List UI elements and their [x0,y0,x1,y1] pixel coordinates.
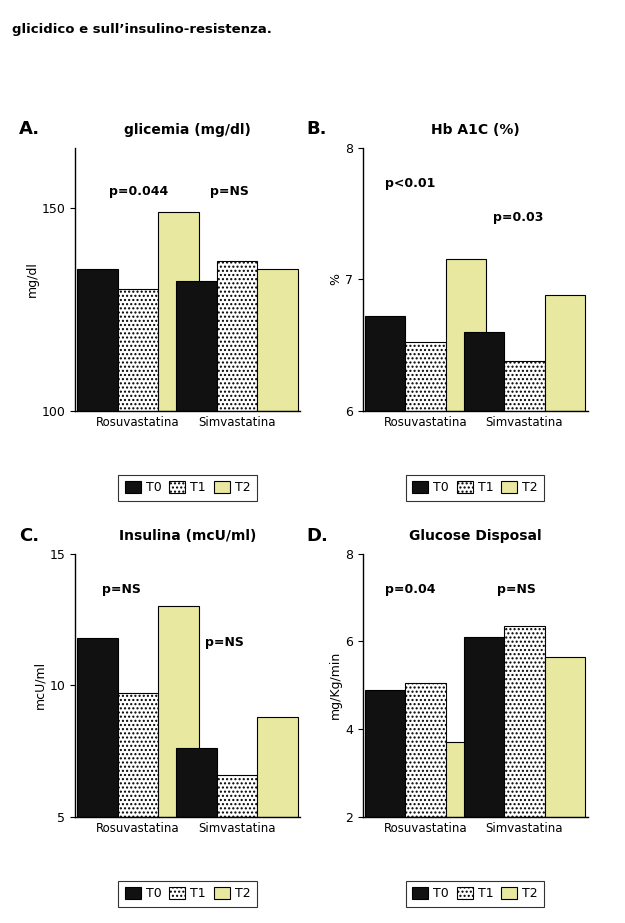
Bar [78,638,118,817]
Text: p=0.044: p=0.044 [109,185,168,198]
Bar [176,282,217,411]
Bar [258,270,298,411]
Bar [158,606,199,817]
Title: Hb A1C (%): Hb A1C (%) [431,123,519,137]
Bar [118,289,158,411]
Bar [446,259,486,411]
Title: Insulina (mcU/ml): Insulina (mcU/ml) [119,529,256,543]
Bar [464,332,504,411]
Bar [258,717,298,817]
Text: p=NS: p=NS [210,185,249,198]
Bar [158,212,199,411]
Text: p<0.01: p<0.01 [385,177,436,190]
Bar [405,342,446,411]
Text: p=NS: p=NS [498,583,536,596]
Text: p=NS: p=NS [206,636,244,649]
Bar [545,295,585,411]
Bar [446,742,486,817]
Text: glicidico e sull’insulino-resistenza.: glicidico e sull’insulino-resistenza. [12,23,272,36]
Bar [504,361,545,411]
Bar [217,774,258,817]
Text: p=0.04: p=0.04 [385,583,436,596]
Legend: T0, T1, T2: T0, T1, T2 [118,881,257,906]
Text: B.: B. [306,120,327,138]
Y-axis label: %: % [329,273,342,285]
Bar [365,316,405,411]
Y-axis label: mg/dl: mg/dl [26,261,39,297]
Text: C.: C. [19,526,39,545]
Bar [504,626,545,817]
Bar [118,693,158,817]
Text: A.: A. [19,120,40,138]
Bar [78,270,118,411]
Legend: T0, T1, T2: T0, T1, T2 [406,881,544,906]
Text: p=NS: p=NS [102,583,141,596]
Text: p=0.03: p=0.03 [493,211,543,224]
Legend: T0, T1, T2: T0, T1, T2 [118,474,257,500]
Bar [217,261,258,411]
Bar [545,657,585,817]
Y-axis label: mcU/ml: mcU/ml [34,661,47,710]
Bar [405,683,446,817]
Title: Glucose Disposal: Glucose Disposal [409,529,541,543]
Bar [365,689,405,817]
Bar [464,637,504,817]
Y-axis label: mg/Kg/min: mg/Kg/min [329,652,342,719]
Text: D.: D. [306,526,328,545]
Bar [176,749,217,817]
Title: glicemia (mg/dl): glicemia (mg/dl) [124,123,251,137]
Legend: T0, T1, T2: T0, T1, T2 [406,474,544,500]
